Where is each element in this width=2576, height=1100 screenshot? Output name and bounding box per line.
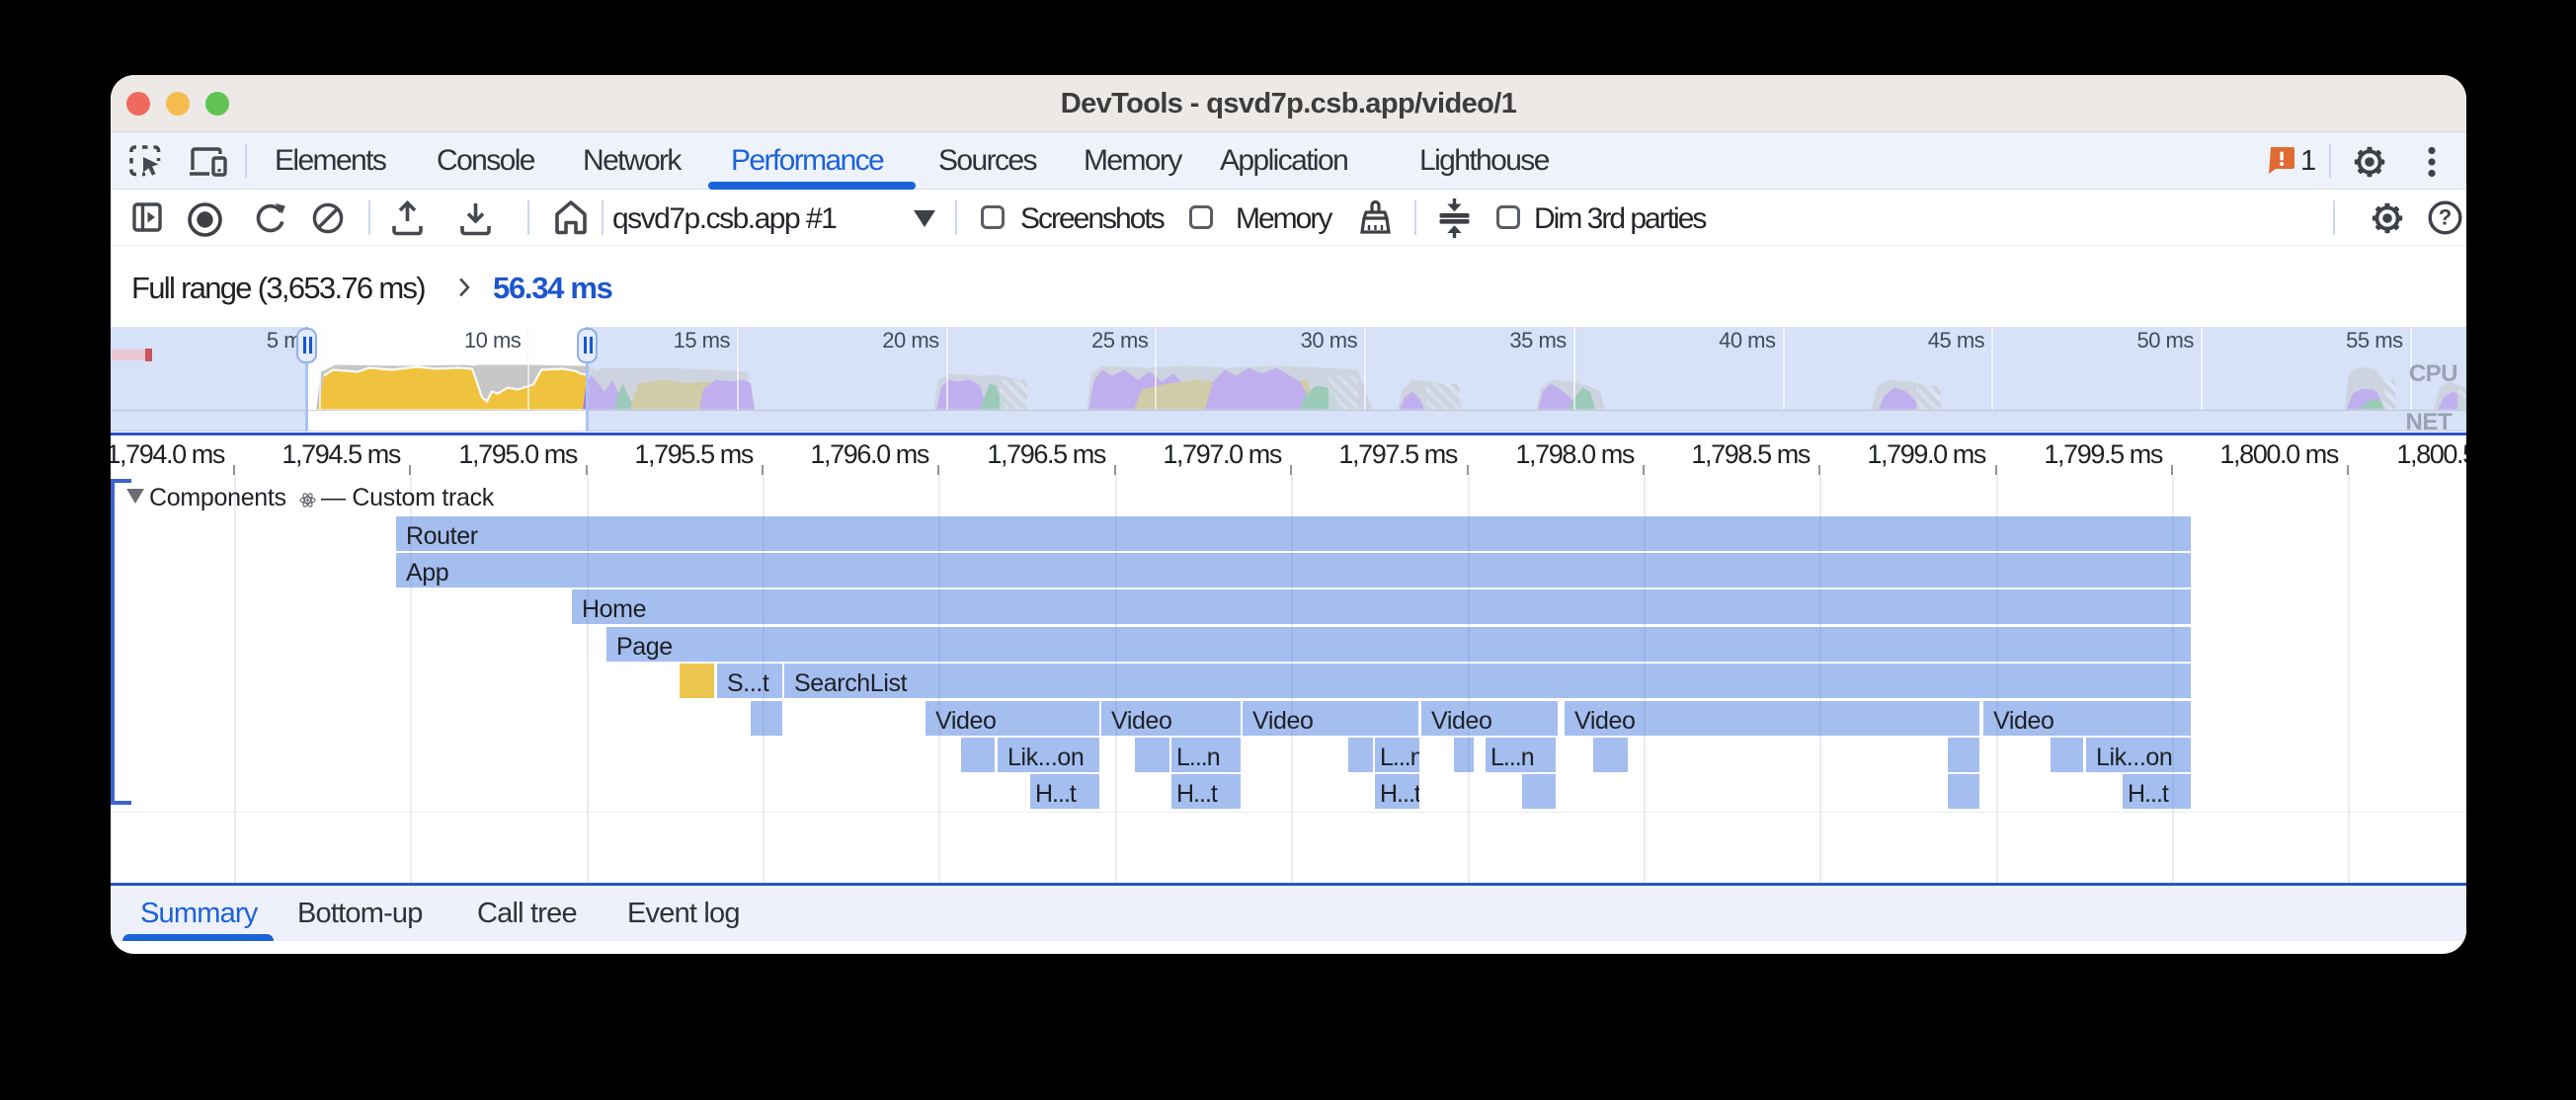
svg-text:?: ? (2439, 205, 2452, 230)
